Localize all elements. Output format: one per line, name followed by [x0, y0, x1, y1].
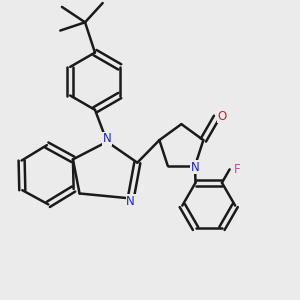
Text: N: N [103, 133, 111, 146]
Text: N: N [126, 195, 135, 208]
Text: O: O [218, 110, 227, 123]
Text: F: F [234, 163, 241, 176]
Text: N: N [190, 160, 199, 174]
